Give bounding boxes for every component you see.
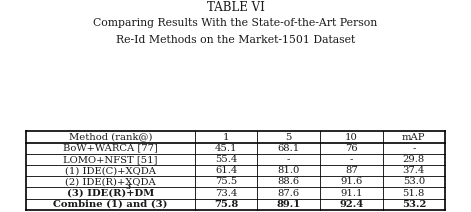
Text: Re-Id Methods on the Market-1501 Dataset: Re-Id Methods on the Market-1501 Dataset: [116, 35, 355, 45]
Text: Method (rank@): Method (rank@): [69, 132, 152, 142]
Text: 1: 1: [223, 132, 229, 142]
Text: 55.4: 55.4: [215, 155, 237, 164]
Text: mAP: mAP: [402, 132, 426, 142]
Text: LOMO+NFST [51]: LOMO+NFST [51]: [63, 155, 158, 164]
Text: 37.4: 37.4: [403, 166, 425, 175]
Text: TABLE VI: TABLE VI: [207, 1, 264, 14]
Text: (1) IDE(C)+XQDA: (1) IDE(C)+XQDA: [65, 166, 156, 175]
Text: (2) IDE(R)+XQDA: (2) IDE(R)+XQDA: [65, 177, 156, 186]
Text: Comparing Results With the State-of-the-Art Person: Comparing Results With the State-of-the-…: [93, 18, 378, 28]
Text: 53.2: 53.2: [402, 200, 426, 209]
Text: 29.8: 29.8: [403, 155, 425, 164]
Text: 68.1: 68.1: [277, 144, 300, 153]
Text: 51.8: 51.8: [403, 188, 425, 198]
Text: 5: 5: [285, 132, 292, 142]
Text: 53.0: 53.0: [403, 177, 425, 186]
Text: 73.4: 73.4: [215, 188, 237, 198]
Text: BoW+WARCA [77]: BoW+WARCA [77]: [63, 144, 158, 153]
Text: 89.1: 89.1: [276, 200, 301, 209]
Text: 10: 10: [345, 132, 357, 142]
Text: 87: 87: [345, 166, 357, 175]
Text: -: -: [287, 155, 291, 164]
Text: Combine (1) and (3): Combine (1) and (3): [53, 200, 168, 209]
Text: 91.6: 91.6: [340, 177, 362, 186]
Text: -: -: [349, 155, 353, 164]
Text: 3: 3: [126, 183, 131, 191]
Text: 76: 76: [345, 144, 357, 153]
Text: 61.4: 61.4: [215, 166, 237, 175]
Text: 81.0: 81.0: [277, 166, 300, 175]
Text: 75.5: 75.5: [215, 177, 237, 186]
Text: 92.4: 92.4: [339, 200, 364, 209]
Text: 87.6: 87.6: [278, 188, 300, 198]
Text: 91.1: 91.1: [340, 188, 363, 198]
Text: (3) IDE(R)+DM: (3) IDE(R)+DM: [67, 188, 154, 198]
Text: 45.1: 45.1: [215, 144, 237, 153]
Text: 88.6: 88.6: [278, 177, 300, 186]
Text: -: -: [412, 144, 415, 153]
Text: 75.8: 75.8: [214, 200, 238, 209]
